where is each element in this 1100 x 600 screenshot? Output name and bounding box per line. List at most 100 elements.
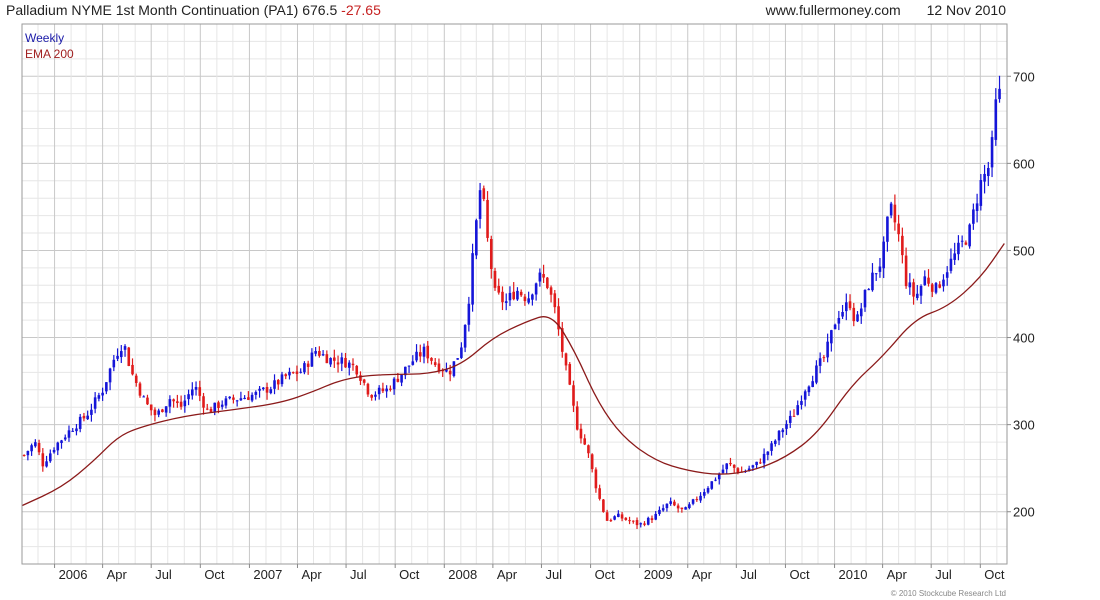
candle-body [747, 468, 751, 471]
candle-body [904, 255, 908, 287]
candle-body [751, 465, 755, 468]
candle-body [194, 387, 198, 390]
candle-body [254, 392, 258, 395]
candle-body [822, 357, 826, 359]
x-tick-label: 2010 [839, 567, 868, 582]
candle-body [318, 350, 321, 356]
candle-body [355, 365, 359, 375]
candle-body [437, 363, 441, 372]
candle-body [688, 504, 691, 508]
candle-body [198, 387, 202, 396]
x-tick-label: 2008 [448, 567, 477, 582]
candle-body [392, 378, 396, 390]
candle-body [131, 364, 134, 375]
candle-body [516, 290, 519, 300]
candle-body [224, 398, 228, 406]
x-tick-label: Jul [155, 567, 172, 582]
candle-body [777, 430, 781, 441]
candle-body [228, 396, 231, 399]
candle-body [101, 392, 104, 396]
candle-body [979, 180, 983, 206]
candle-body [912, 282, 915, 297]
candle-body [897, 223, 900, 235]
candle-body [250, 394, 254, 401]
candle-body [433, 362, 437, 366]
candle-body [67, 430, 71, 438]
candle-body [609, 520, 613, 522]
candle-body [407, 365, 411, 367]
candle-body [676, 505, 680, 509]
candle-body [26, 451, 30, 456]
candle-body [303, 363, 306, 373]
candle-body [168, 399, 172, 407]
candle-body [542, 274, 545, 278]
y-tick-label: 500 [1013, 243, 1035, 258]
candle-body [333, 357, 336, 361]
candle-body [923, 276, 927, 286]
candle-body [762, 453, 766, 464]
candle-body [934, 283, 938, 293]
ema-200-line [21, 243, 1005, 507]
x-tick-label: Oct [595, 567, 616, 582]
x-tick-label: Oct [399, 567, 420, 582]
candle-body [191, 389, 194, 396]
candle-body [452, 361, 456, 376]
candle-body [815, 365, 818, 383]
x-tick-label: Apr [107, 567, 128, 582]
x-tick-label: Apr [497, 567, 518, 582]
candle-body [990, 137, 994, 168]
candle-body [120, 351, 123, 358]
candle-body [523, 296, 527, 302]
candle-body [680, 507, 684, 510]
candle-body [239, 398, 243, 401]
candle-body [235, 400, 239, 402]
chart-title: Palladium NYME 1st Month Continuation (P… [6, 2, 381, 18]
candle-body [669, 501, 672, 504]
y-tick-label: 600 [1013, 156, 1035, 171]
x-tick-label: Oct [204, 567, 225, 582]
candle-body [82, 415, 86, 419]
source-site[interactable]: www.fullermoney.com [765, 2, 901, 18]
candle-body [370, 394, 373, 398]
candle-body [344, 357, 347, 368]
candle-body [90, 409, 93, 415]
last-price: 676.5 [302, 2, 338, 18]
y-tick-label: 700 [1013, 69, 1035, 84]
candle-body [52, 449, 56, 453]
candle-body [654, 513, 658, 520]
candle-body [519, 291, 523, 296]
candle-body [269, 389, 273, 394]
candle-body [377, 387, 381, 395]
x-tick-label: Oct [789, 567, 810, 582]
candle-body [426, 345, 430, 359]
candle-body [699, 495, 702, 501]
candle-body [512, 291, 515, 300]
candle-body [497, 285, 501, 293]
candle-body [366, 383, 370, 395]
candle-body [631, 520, 635, 522]
plot-frame [21, 23, 1008, 565]
candle-body [643, 523, 646, 525]
candle-body [830, 330, 833, 344]
candle-body [467, 303, 471, 325]
candle-body [960, 240, 964, 242]
candle-body [833, 324, 837, 330]
candle-body [594, 469, 598, 489]
copyright-notice: © 2010 Stockcube Research Ltd [890, 589, 1006, 598]
candle-body [138, 383, 142, 396]
candle-body [998, 88, 1001, 100]
candle-body [695, 499, 699, 501]
candle-body [134, 375, 138, 384]
candle-body [901, 235, 904, 256]
candle-body [359, 375, 362, 381]
candle-body [108, 368, 112, 383]
candle-body [972, 209, 975, 224]
candle-body [396, 378, 400, 382]
candle-body [658, 509, 661, 514]
candle-body [445, 369, 448, 372]
candle-body [837, 317, 841, 324]
candle-body [684, 507, 687, 510]
candle-body [418, 352, 422, 357]
candle-body [78, 416, 82, 429]
candle-body [714, 479, 717, 481]
